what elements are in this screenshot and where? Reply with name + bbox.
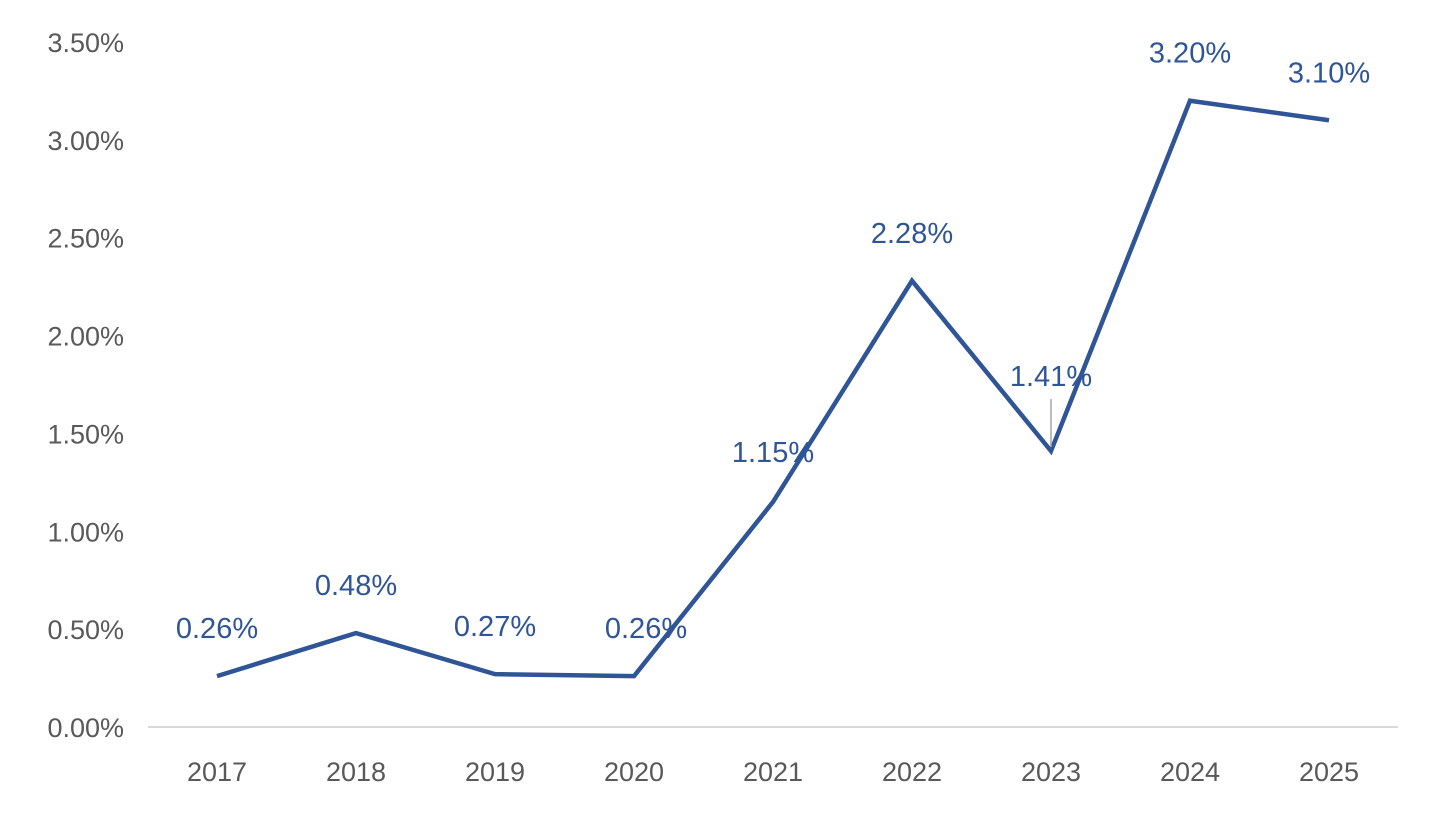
- y-tick-label: 2.00%: [47, 322, 124, 352]
- x-tick-label: 2024: [1160, 757, 1220, 787]
- data-label: 1.41%: [1010, 361, 1092, 393]
- data-labels: 0.26% 0.48% 0.27% 0.26% 1.15% 2.28% 1.41% 3.20%…: [176, 38, 1370, 645]
- x-tick-label: 2019: [465, 757, 525, 787]
- x-tick-label: 2022: [882, 757, 942, 787]
- x-tick-label: 2021: [743, 757, 803, 787]
- data-label: 0.26%: [176, 613, 258, 645]
- data-label: 0.26%: [605, 613, 687, 645]
- y-axis: 0.00% 0.50% 1.00% 1.50% 2.00% 2.50% 3.00% 3.50%: [47, 28, 124, 743]
- x-tick-label: 2025: [1299, 757, 1359, 787]
- x-tick-label: 2023: [1021, 757, 1081, 787]
- data-label: 3.20%: [1149, 38, 1231, 70]
- x-tick-label: 2017: [187, 757, 247, 787]
- series-line: [216, 98, 1330, 679]
- y-tick-label: 0.50%: [47, 615, 124, 645]
- y-tick-label: 1.50%: [47, 419, 124, 449]
- series-line-group: [216, 98, 1330, 679]
- y-tick-label: 2.50%: [47, 224, 124, 254]
- data-label: 3.10%: [1288, 57, 1370, 89]
- x-axis: 2017 2018 2019 2020 2021 2022 2023 2024 2025: [148, 726, 1398, 787]
- y-tick-label: 1.00%: [47, 517, 124, 547]
- y-tick-label: 0.00%: [47, 713, 124, 743]
- data-label: 1.15%: [732, 437, 814, 469]
- data-label: 2.28%: [871, 218, 953, 250]
- x-tick-label: 2018: [326, 757, 386, 787]
- data-label: 0.48%: [315, 570, 397, 602]
- y-tick-label: 3.00%: [47, 126, 124, 156]
- data-label: 0.27%: [454, 611, 536, 643]
- x-tick-label: 2020: [604, 757, 664, 787]
- y-tick-label: 3.50%: [47, 28, 124, 58]
